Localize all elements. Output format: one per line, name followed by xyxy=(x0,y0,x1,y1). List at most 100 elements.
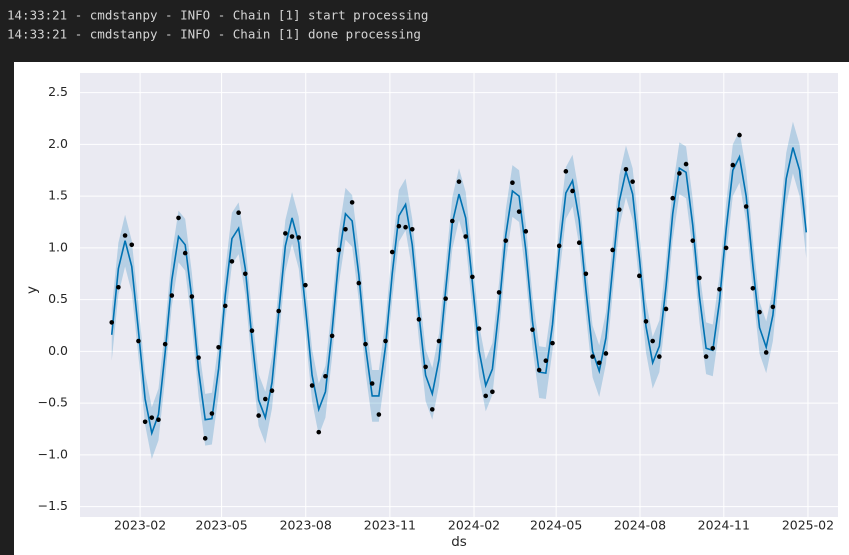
observation xyxy=(603,351,609,356)
x-tick-label: 2024-11 xyxy=(698,518,750,533)
observation xyxy=(283,231,288,236)
observation xyxy=(403,224,408,230)
observation xyxy=(436,338,442,344)
observation xyxy=(550,340,555,346)
observation xyxy=(429,407,435,412)
observation xyxy=(296,235,302,240)
observation xyxy=(583,271,589,277)
observation xyxy=(176,215,181,221)
observation xyxy=(703,354,709,359)
observation xyxy=(677,171,682,176)
observation xyxy=(657,354,662,359)
observation xyxy=(343,226,348,232)
y-tick-label: 2.0 xyxy=(48,136,68,151)
observation xyxy=(630,179,635,184)
observation xyxy=(109,320,115,325)
observation xyxy=(757,309,762,315)
observation xyxy=(683,161,689,167)
observation xyxy=(383,338,388,344)
observation xyxy=(149,415,155,420)
observation xyxy=(202,436,208,441)
observation xyxy=(142,419,148,425)
y-axis-label: y xyxy=(24,286,40,294)
observation xyxy=(543,358,549,364)
x-tick-label: 2023-05 xyxy=(195,518,247,533)
observation xyxy=(476,326,482,331)
observation xyxy=(456,179,462,184)
observation xyxy=(389,249,395,255)
observation xyxy=(663,306,669,312)
observation xyxy=(242,271,248,277)
observation xyxy=(610,247,615,253)
observation xyxy=(463,234,468,239)
observation xyxy=(216,344,221,350)
observation xyxy=(122,233,128,238)
observation xyxy=(369,381,375,386)
observation xyxy=(289,234,295,239)
observation xyxy=(690,238,696,243)
observation xyxy=(650,338,655,344)
x-tick-label: 2023-08 xyxy=(280,518,332,533)
observation xyxy=(637,273,642,279)
observation xyxy=(743,204,749,209)
observation xyxy=(236,210,241,216)
observation xyxy=(423,364,428,370)
observation xyxy=(222,303,228,309)
x-tick-label: 2025-02 xyxy=(782,518,834,533)
observation xyxy=(717,287,722,292)
observation xyxy=(116,284,121,290)
observation xyxy=(763,350,769,355)
y-tick-label: 1.5 xyxy=(48,188,68,203)
y-tick-label: 0.0 xyxy=(48,343,68,358)
observation xyxy=(376,412,382,417)
observation xyxy=(596,360,602,366)
observation xyxy=(590,354,595,359)
observation xyxy=(196,355,201,360)
x-axis-label: ds xyxy=(451,534,467,550)
x-tick-label: 2024-08 xyxy=(614,518,666,533)
observation xyxy=(336,247,342,253)
x-tick-label: 2023-02 xyxy=(114,518,166,533)
observation xyxy=(710,346,716,351)
y-tick-label: −0.5 xyxy=(38,395,68,410)
log-line: 14:33:21 - cmdstanpy - INFO - Chain [1] … xyxy=(7,27,421,42)
observation xyxy=(490,389,495,395)
observation xyxy=(670,195,676,201)
observation xyxy=(363,341,368,347)
y-tick-label: 0.5 xyxy=(48,291,68,306)
observation xyxy=(536,367,542,373)
x-tick-label: 2023-11 xyxy=(364,518,416,533)
observation xyxy=(616,207,622,212)
observation xyxy=(443,296,448,301)
observation xyxy=(530,327,535,332)
observation xyxy=(503,238,509,243)
y-tick-label: −1.0 xyxy=(38,446,68,461)
grid xyxy=(80,73,838,517)
observation xyxy=(750,285,756,291)
observation xyxy=(556,243,562,249)
observation xyxy=(209,411,215,416)
observation xyxy=(269,388,275,394)
observation xyxy=(576,240,582,246)
observation xyxy=(303,282,308,288)
observation xyxy=(510,180,515,186)
observation xyxy=(643,319,649,324)
observation xyxy=(770,304,776,310)
observation xyxy=(737,132,742,138)
observation xyxy=(263,396,268,402)
observation xyxy=(483,393,489,399)
observation xyxy=(276,308,281,314)
observation xyxy=(136,338,141,344)
log-line: 14:33:21 - cmdstanpy - INFO - Chain [1] … xyxy=(7,8,428,23)
observation xyxy=(470,274,475,280)
labels: −1.5 −1.0 −0.5 0.0 0.5 1.0 1.5 2.0 2.5 2023-02 202… xyxy=(38,84,834,532)
observation xyxy=(329,333,335,339)
observation xyxy=(723,245,729,251)
observation xyxy=(496,290,502,295)
observation xyxy=(316,429,322,435)
observation xyxy=(309,383,315,388)
plot-area xyxy=(80,73,838,517)
uncertainty-band xyxy=(111,121,807,460)
